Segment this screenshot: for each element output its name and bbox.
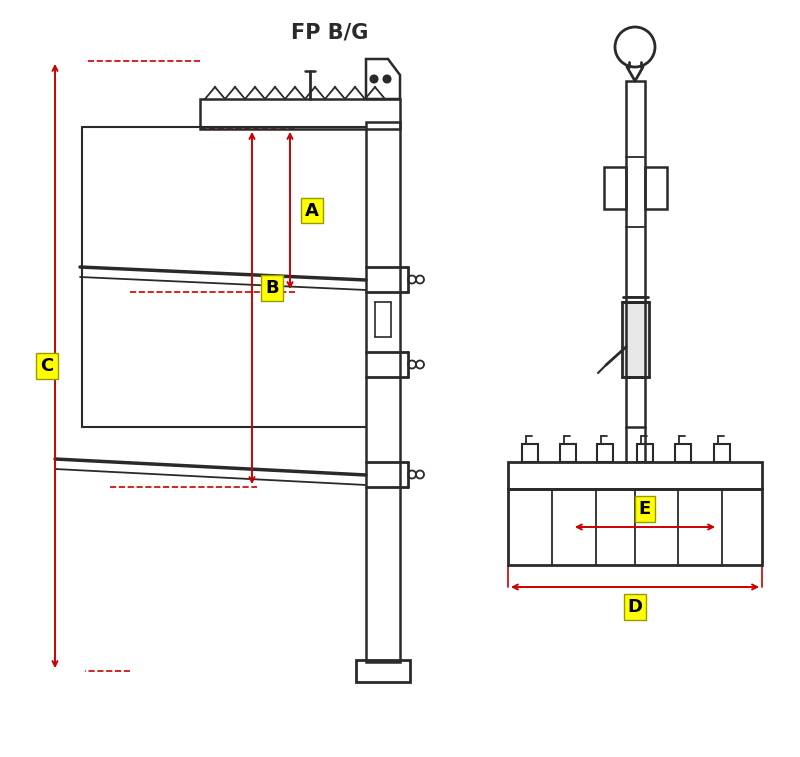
- Text: E: E: [639, 500, 651, 518]
- Text: B: B: [265, 279, 279, 297]
- Text: A: A: [305, 201, 319, 220]
- Circle shape: [370, 76, 378, 83]
- Bar: [508, 462, 762, 489]
- Bar: [714, 444, 730, 462]
- Bar: [604, 167, 626, 209]
- Text: FP B/G: FP B/G: [291, 22, 369, 42]
- Bar: [522, 444, 538, 462]
- Bar: [637, 444, 653, 462]
- Circle shape: [383, 76, 390, 83]
- Bar: [366, 122, 400, 662]
- Text: C: C: [40, 357, 54, 375]
- Bar: [356, 660, 410, 682]
- Bar: [645, 167, 667, 209]
- Bar: [675, 444, 691, 462]
- Bar: [626, 81, 645, 377]
- Bar: [597, 444, 613, 462]
- Bar: [560, 444, 576, 462]
- Bar: [200, 99, 400, 129]
- Bar: [626, 377, 645, 427]
- Text: D: D: [627, 598, 642, 616]
- Bar: [622, 302, 649, 377]
- Bar: [508, 489, 762, 565]
